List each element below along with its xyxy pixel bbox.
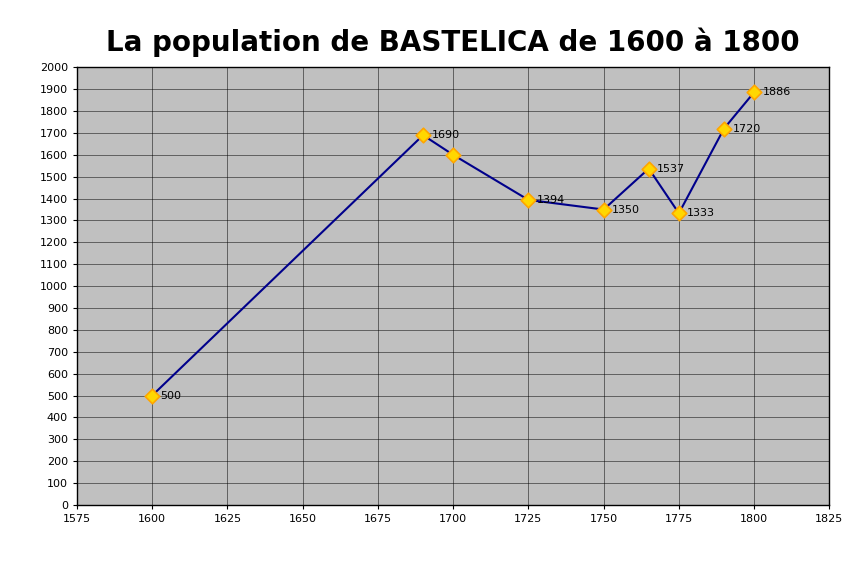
Point [145,391,159,400]
Text: 1537: 1537 [657,164,685,173]
Text: 1690: 1690 [432,130,459,140]
Point [747,88,761,96]
Text: 1394: 1394 [537,195,565,205]
Point [522,195,535,204]
Text: 1886: 1886 [763,88,791,97]
Text: 500: 500 [161,390,181,401]
Text: 1333: 1333 [687,208,715,218]
Text: 1350: 1350 [612,205,640,214]
Point [446,150,460,159]
Text: 1720: 1720 [733,123,761,134]
Point [672,209,686,218]
Title: La population de BASTELICA de 1600 à 1800: La population de BASTELICA de 1600 à 180… [106,27,800,57]
Point [642,164,656,173]
Point [717,124,731,133]
Point [416,131,430,140]
Point [597,205,610,214]
